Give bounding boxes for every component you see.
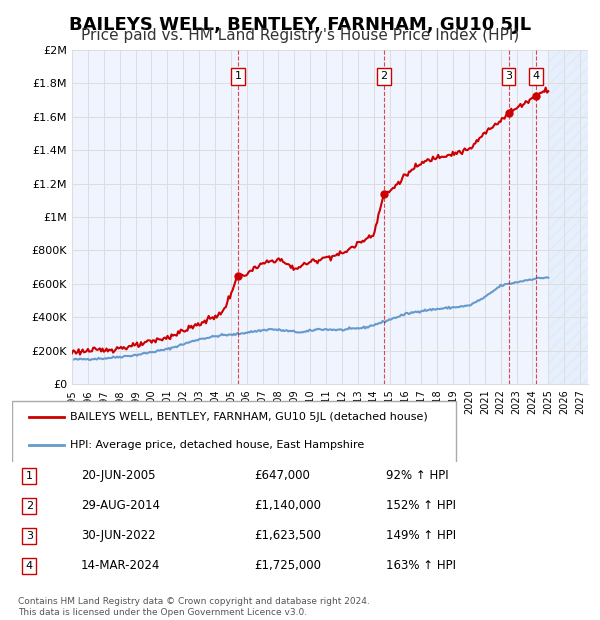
Text: Contains HM Land Registry data © Crown copyright and database right 2024.
This d: Contains HM Land Registry data © Crown c… (18, 598, 370, 617)
Text: 14-MAR-2024: 14-MAR-2024 (81, 559, 160, 572)
Text: Price paid vs. HM Land Registry's House Price Index (HPI): Price paid vs. HM Land Registry's House … (81, 28, 519, 43)
Text: 3: 3 (505, 71, 512, 81)
Text: HPI: Average price, detached house, East Hampshire: HPI: Average price, detached house, East… (70, 440, 364, 450)
Text: BAILEYS WELL, BENTLEY, FARNHAM, GU10 5JL: BAILEYS WELL, BENTLEY, FARNHAM, GU10 5JL (69, 16, 531, 33)
Text: 152% ↑ HPI: 152% ↑ HPI (386, 500, 457, 512)
Text: 92% ↑ HPI: 92% ↑ HPI (386, 469, 449, 482)
Text: £1,623,500: £1,623,500 (254, 529, 321, 542)
Text: 1: 1 (235, 71, 242, 81)
Text: £647,000: £647,000 (254, 469, 310, 482)
Text: 2: 2 (26, 501, 33, 511)
FancyBboxPatch shape (12, 401, 455, 463)
Text: 30-JUN-2022: 30-JUN-2022 (81, 529, 156, 542)
Text: 2: 2 (380, 71, 388, 81)
Text: 4: 4 (532, 71, 539, 81)
Text: 20-JUN-2005: 20-JUN-2005 (81, 469, 155, 482)
Bar (548, 50, 588, 384)
Text: 4: 4 (26, 561, 33, 571)
Text: £1,140,000: £1,140,000 (254, 500, 321, 512)
Text: BAILEYS WELL, BENTLEY, FARNHAM, GU10 5JL (detached house): BAILEYS WELL, BENTLEY, FARNHAM, GU10 5JL… (70, 412, 427, 422)
Text: 3: 3 (26, 531, 33, 541)
Text: 163% ↑ HPI: 163% ↑ HPI (386, 559, 457, 572)
Text: £1,725,000: £1,725,000 (254, 559, 321, 572)
Text: 149% ↑ HPI: 149% ↑ HPI (386, 529, 457, 542)
Text: 29-AUG-2014: 29-AUG-2014 (81, 500, 160, 512)
Text: 1: 1 (26, 471, 33, 481)
